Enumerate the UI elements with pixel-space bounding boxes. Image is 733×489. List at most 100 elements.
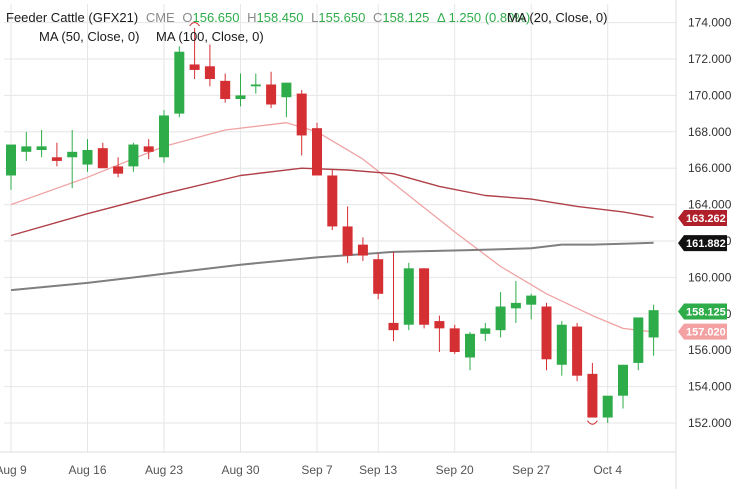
candle-body (327, 175, 338, 227)
candle-12 (189, 28, 200, 80)
low-value: 155.650 (318, 10, 366, 25)
change-value: Δ 1.250 (0.80%) (437, 10, 531, 25)
candle-body (449, 328, 460, 353)
candle-body (510, 302, 521, 309)
y-tick-label: 152.000 (688, 416, 732, 430)
y-tick-label: 172.000 (688, 52, 732, 66)
high-value: 158.450 (256, 10, 304, 25)
candle-39 (602, 395, 613, 423)
price-tags: 163.262 161.882 158.125 157.020 (678, 210, 727, 340)
symbol-title: Feeder Cattle (GFX21) (6, 10, 139, 25)
candle-body (541, 306, 552, 360)
x-tick-label: Aug 16 (68, 463, 106, 477)
ma50-legend[interactable]: MA (50, Close, 0) (39, 29, 140, 44)
candle-body (250, 84, 261, 87)
x-axis: Aug 9 Aug 16 Aug 23 Aug 30 Sep 7 Sep 13 Sep 20… (0, 463, 622, 477)
candle-body (618, 364, 628, 396)
price-tag-label: 161.882 (686, 238, 726, 250)
candle-body (235, 95, 246, 100)
exchange-label: CME (145, 10, 175, 25)
close-prefix: C (372, 10, 383, 25)
candle-4 (67, 129, 78, 189)
candle-1 (21, 131, 32, 161)
candle-36 (556, 321, 567, 376)
candle-24 (373, 253, 384, 300)
candle-34 (526, 293, 537, 320)
candle-9 (143, 139, 154, 160)
candle-body (97, 148, 108, 169)
high-prefix: H (247, 10, 257, 25)
candle-13 (204, 44, 215, 87)
ma-line-0 (10, 122, 654, 333)
candle-body (82, 150, 93, 165)
candle-body (312, 128, 322, 176)
candle-body (403, 268, 414, 325)
candle-body (556, 324, 567, 365)
candle-28 (434, 315, 445, 353)
ma100-legend[interactable]: MA (100, Close, 0) (156, 29, 264, 44)
candle-body (465, 333, 475, 358)
candle-42 (648, 304, 659, 356)
candle-35 (541, 302, 552, 371)
y-tick-label: 166.000 (688, 161, 732, 175)
price-tag-label: 163.262 (686, 213, 726, 225)
candle-body (174, 51, 185, 114)
candle-body (266, 84, 277, 105)
chart-legend-row-1: Feeder Cattle (GFX21) CME O156.650 H158.… (6, 10, 530, 25)
candle-18 (281, 82, 292, 118)
price-tag-label: 158.125 (686, 307, 726, 319)
candle-41 (633, 317, 644, 371)
candle-body (220, 80, 231, 100)
y-tick-label: 164.000 (688, 198, 732, 212)
candle-7 (113, 157, 124, 178)
candle-8 (128, 142, 139, 172)
price-tag-shape (678, 323, 727, 340)
candle-0 (6, 144, 16, 191)
candle-body (633, 317, 644, 363)
candle-body (373, 259, 384, 294)
candle-17 (266, 71, 277, 109)
y-tick-label: 174.000 (688, 16, 732, 30)
y-tick-label: 160.000 (688, 270, 732, 284)
price-tag: 157.020 (678, 323, 727, 340)
price-tag: 161.882 (678, 235, 727, 252)
candle-body (495, 306, 506, 331)
candle-body (602, 395, 613, 418)
candle-body (434, 321, 445, 329)
x-tick-label: Oct 4 (593, 463, 622, 477)
candle-body (128, 144, 139, 167)
price-tag-shape (678, 303, 727, 320)
candle-10 (159, 109, 169, 163)
candle-6 (97, 142, 108, 169)
moving-average-lines (10, 122, 654, 333)
x-tick-label: Aug 9 (0, 463, 27, 477)
price-tag-shape (678, 235, 727, 252)
candle-body (159, 115, 169, 158)
candle-30 (465, 332, 475, 371)
ma20-legend[interactable]: MA (20, Close, 0) (507, 10, 608, 25)
candle-26 (403, 262, 414, 331)
candle-37 (572, 322, 583, 382)
x-tick-label: Sep 7 (301, 463, 333, 477)
candle-11 (174, 46, 185, 118)
y-tick-label: 168.000 (688, 125, 732, 139)
candle-5 (82, 139, 93, 172)
candlesticks (6, 22, 659, 425)
open-prefix: O (182, 10, 193, 25)
ma-line-1 (10, 167, 654, 237)
candle-body (21, 146, 32, 152)
candle-body (480, 328, 491, 334)
candle-29 (449, 324, 460, 354)
candle-body (189, 64, 200, 70)
candle-23 (357, 237, 368, 262)
candle-body (113, 166, 124, 174)
candle-body (143, 146, 154, 152)
candle-16 (250, 73, 261, 94)
low-prefix: L (311, 10, 319, 25)
price-tag: 158.125 (678, 303, 727, 320)
price-tag-label: 157.020 (686, 327, 726, 339)
candle-body (388, 322, 399, 331)
candle-body (204, 66, 215, 80)
ma-line-2 (10, 241, 654, 292)
